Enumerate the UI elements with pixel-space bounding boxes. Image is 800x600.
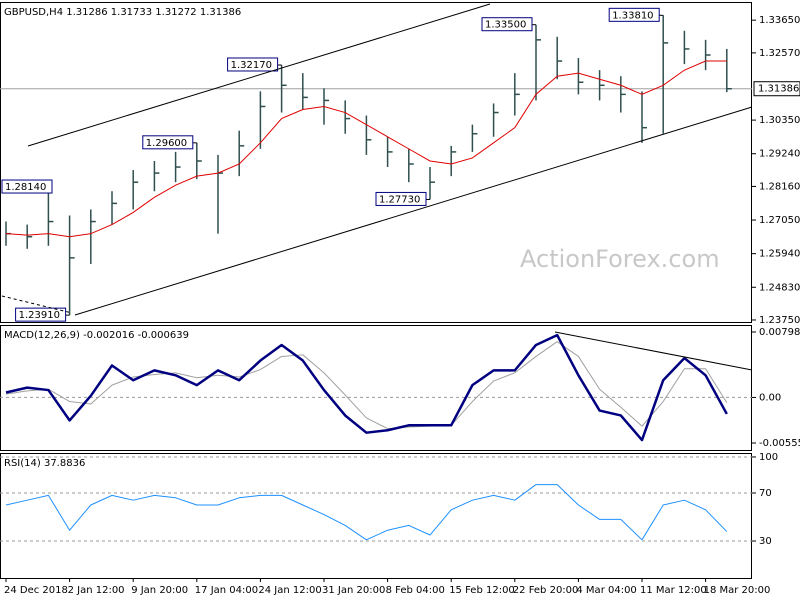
annotation-box bbox=[375, 191, 427, 206]
y-tick-label: 1.27050 bbox=[759, 215, 800, 226]
macd-trendline bbox=[554, 331, 753, 371]
y-tick-label: 1.28160 bbox=[759, 181, 800, 192]
annotation-label: 1.28140 bbox=[5, 182, 46, 193]
y-tick-label: 30 bbox=[759, 536, 772, 547]
x-tick-label: 24 Jan 12:00 bbox=[258, 585, 321, 596]
indicator-line bbox=[5, 333, 728, 442]
y-tick-label: 100 bbox=[759, 452, 778, 463]
x-tick-label: 4 Mar 04:00 bbox=[576, 585, 636, 596]
panel-title: RSI(14) 37.8836 bbox=[4, 458, 85, 469]
y-tick-label: 1.32570 bbox=[759, 48, 800, 59]
y-tick-label: 1.33650 bbox=[759, 15, 800, 26]
y-tick-label: -0.005559 bbox=[759, 438, 800, 449]
panel-frame bbox=[0, 2, 752, 323]
last-price-box bbox=[753, 81, 800, 97]
panel-title: MACD(12,26,9) -0.002016 -0.000639 bbox=[4, 330, 189, 341]
channel-upper bbox=[27, 3, 491, 147]
y-tick-label: 1.24830 bbox=[759, 282, 800, 293]
annotation-label: 1.32170 bbox=[231, 60, 272, 71]
x-tick-label: 31 Jan 20:00 bbox=[322, 585, 385, 596]
y-tick-label: 0.007983 bbox=[759, 327, 800, 338]
y-tick-label: 1.25940 bbox=[759, 249, 800, 260]
panel-title: GBPUSD,H4 1.31286 1.31733 1.31272 1.3138… bbox=[4, 7, 241, 18]
y-tick-label: 1.30350 bbox=[759, 115, 800, 126]
y-tick-label: 70 bbox=[759, 488, 772, 499]
annotation-box bbox=[1, 179, 53, 194]
annotation-box bbox=[15, 307, 67, 322]
x-tick-label: 15 Feb 12:00 bbox=[449, 585, 515, 596]
annotation-label: 1.27730 bbox=[379, 194, 420, 205]
y-tick-label: 1.23750 bbox=[759, 315, 800, 326]
annotation-label: 1.33500 bbox=[485, 20, 526, 31]
annotation-label: 1.29600 bbox=[146, 138, 187, 149]
indicator-line bbox=[5, 484, 728, 541]
x-tick-label: 2 Jan 12:00 bbox=[68, 585, 125, 596]
channel-lower bbox=[74, 106, 753, 316]
dashed-line bbox=[1, 295, 73, 314]
x-tick-label: 22 Feb 20:00 bbox=[513, 585, 579, 596]
y-tick-label: 0.00 bbox=[759, 392, 781, 403]
annotation-box bbox=[142, 135, 194, 150]
y-tick-label: 1.29240 bbox=[759, 149, 800, 160]
panel-frame bbox=[0, 325, 752, 451]
last-price-label: 1.31386 bbox=[758, 84, 799, 95]
moving-average bbox=[5, 60, 727, 238]
indicator-line bbox=[5, 341, 728, 430]
annotation-box bbox=[608, 7, 660, 22]
x-tick-label: 18 Mar 20:00 bbox=[704, 585, 771, 596]
annotation-box bbox=[481, 17, 533, 32]
watermark: ActionForex.com bbox=[520, 245, 720, 273]
x-tick-label: 17 Jan 04:00 bbox=[195, 585, 258, 596]
x-tick-label: 9 Jan 20:00 bbox=[131, 585, 188, 596]
annotation-box bbox=[227, 57, 279, 72]
annotation-label: 1.23910 bbox=[19, 310, 60, 321]
x-tick-label: 24 Dec 2018 bbox=[4, 585, 68, 596]
x-tick-label: 11 Mar 12:00 bbox=[640, 585, 707, 596]
panel-frame bbox=[0, 453, 752, 579]
x-tick-label: 8 Feb 04:00 bbox=[386, 585, 445, 596]
annotation-label: 1.33810 bbox=[612, 10, 653, 21]
